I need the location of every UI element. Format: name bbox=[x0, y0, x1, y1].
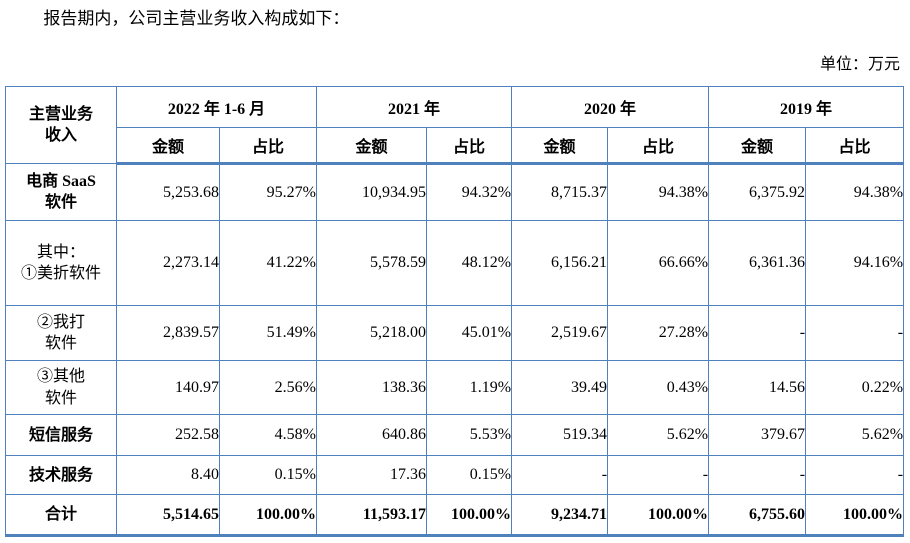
amount-header: 金额 bbox=[316, 127, 427, 166]
table-header-metrics-row: 金额 占比 金额 占比 金额 占比 金额 占比 bbox=[6, 127, 905, 166]
ratio-cell: 66.66% bbox=[607, 220, 710, 307]
intro-text: 报告期内，公司主营业务收入构成如下： bbox=[43, 9, 350, 28]
amount-cell: 5,218.00 bbox=[316, 305, 427, 362]
ratio-cell: 2.56% bbox=[219, 360, 317, 416]
amount-cell: 519.34 bbox=[511, 414, 609, 457]
row-label: 电商 SaaS 软件 bbox=[5, 163, 117, 222]
ratio-cell: 45.01% bbox=[425, 305, 513, 362]
amount-cell: 252.58 bbox=[116, 414, 220, 457]
ratio-cell: - bbox=[805, 305, 905, 362]
amount-cell: 10,934.95 bbox=[316, 163, 427, 222]
amount-cell: 9,234.71 bbox=[511, 494, 609, 538]
row-label: ③其他 软件 bbox=[5, 360, 117, 416]
ratio-cell: 1.19% bbox=[425, 360, 513, 416]
ratio-cell: 4.58% bbox=[219, 414, 317, 457]
amount-cell: 8,715.37 bbox=[511, 163, 609, 222]
amount-cell: 5,514.65 bbox=[116, 494, 220, 538]
table-header-years-row: 主营业务 收入 2022 年 1-6 月 2021 年 2020 年 2019 … bbox=[5, 86, 905, 165]
amount-header: 金额 bbox=[511, 127, 609, 166]
ratio-cell: 5.53% bbox=[425, 414, 513, 457]
ratio-cell: 100.00% bbox=[425, 494, 513, 538]
amount-cell: 8.40 bbox=[116, 455, 220, 496]
ratio-header: 占比 bbox=[219, 127, 317, 166]
row-label: 其中： ①美折软件 bbox=[5, 220, 117, 307]
ratio-cell: 100.00% bbox=[219, 494, 317, 538]
amount-cell: - bbox=[708, 455, 807, 496]
row-label: 合计 bbox=[5, 494, 117, 538]
ratio-cell: 94.16% bbox=[805, 220, 905, 307]
ratio-cell: 100.00% bbox=[805, 494, 905, 538]
table-row-other-software: ③其他 软件 140.97 2.56% 138.36 1.19% 39.49 0… bbox=[5, 360, 905, 416]
ratio-cell: 0.43% bbox=[607, 360, 710, 416]
table-row-total: 合计 5,514.65 100.00% 11,593.17 100.00% 9,… bbox=[5, 494, 905, 538]
ratio-cell: 0.15% bbox=[425, 455, 513, 496]
ratio-header: 占比 bbox=[805, 127, 905, 166]
unit-label: 单位：万元 bbox=[819, 56, 900, 74]
year-header-2022: 2022 年 1-6 月 bbox=[116, 86, 317, 129]
ratio-header: 占比 bbox=[607, 127, 710, 166]
amount-cell: 2,273.14 bbox=[116, 220, 220, 307]
year-header-2020: 2020 年 bbox=[511, 86, 710, 129]
amount-header: 金额 bbox=[708, 127, 807, 166]
amount-cell: 11,593.17 bbox=[316, 494, 427, 538]
ratio-cell: 41.22% bbox=[219, 220, 317, 307]
ratio-cell: 94.32% bbox=[425, 163, 513, 222]
ratio-cell: 5.62% bbox=[607, 414, 710, 457]
amount-cell: 14.56 bbox=[708, 360, 807, 416]
ratio-cell: 94.38% bbox=[805, 163, 905, 222]
amount-cell: 6,375.92 bbox=[708, 163, 807, 222]
ratio-cell: - bbox=[607, 455, 710, 496]
amount-cell: 138.36 bbox=[316, 360, 427, 416]
year-header-2019: 2019 年 bbox=[708, 86, 905, 129]
amount-cell: 379.67 bbox=[708, 414, 807, 457]
table-row-sms-service: 短信服务 252.58 4.58% 640.86 5.53% 519.34 5.… bbox=[5, 414, 905, 457]
corner-header: 主营业务 收入 bbox=[5, 86, 117, 165]
amount-cell: 2,839.57 bbox=[116, 305, 220, 362]
ratio-header: 占比 bbox=[425, 127, 513, 166]
year-header-2021: 2021 年 bbox=[315, 86, 513, 129]
table-row-ecommerce-saas: 电商 SaaS 软件 5,253.68 95.27% 10,934.95 94.… bbox=[5, 163, 905, 222]
row-label: 技术服务 bbox=[5, 455, 117, 496]
amount-cell: 2,519.67 bbox=[511, 305, 609, 362]
table-row-meizhe-software: 其中： ①美折软件 2,273.14 41.22% 5,578.59 48.12… bbox=[5, 220, 905, 307]
table-row-tech-service: 技术服务 8.40 0.15% 17.36 0.15% - - - - bbox=[5, 455, 905, 496]
ratio-cell: 51.49% bbox=[219, 305, 317, 362]
ratio-cell: 0.22% bbox=[805, 360, 905, 416]
amount-cell: 6,156.21 bbox=[511, 220, 609, 307]
amount-cell: 6,361.36 bbox=[708, 220, 807, 307]
amount-cell: 640.86 bbox=[316, 414, 427, 457]
revenue-composition-table: 主营业务 收入 2022 年 1-6 月 2021 年 2020 年 2019 … bbox=[5, 86, 905, 538]
amount-cell: 5,253.68 bbox=[116, 163, 220, 222]
ratio-cell: 27.28% bbox=[607, 305, 710, 362]
ratio-cell: 94.38% bbox=[607, 163, 710, 222]
ratio-cell: 0.15% bbox=[219, 455, 317, 496]
amount-cell: 39.49 bbox=[511, 360, 609, 416]
amount-cell: 140.97 bbox=[116, 360, 220, 416]
table-row-woda-software: ②我打 软件 2,839.57 51.49% 5,218.00 45.01% 2… bbox=[5, 305, 905, 362]
amount-cell: 6,755.60 bbox=[708, 494, 807, 538]
amount-header: 金额 bbox=[116, 127, 220, 166]
ratio-cell: - bbox=[805, 455, 905, 496]
ratio-cell: 100.00% bbox=[607, 494, 710, 538]
amount-cell: 5,578.59 bbox=[316, 220, 427, 307]
ratio-cell: 5.62% bbox=[805, 414, 905, 457]
amount-cell: - bbox=[511, 455, 609, 496]
amount-cell: - bbox=[708, 305, 807, 362]
row-label: ②我打 软件 bbox=[5, 305, 117, 362]
amount-cell: 17.36 bbox=[316, 455, 427, 496]
ratio-cell: 95.27% bbox=[219, 163, 317, 222]
ratio-cell: 48.12% bbox=[425, 220, 513, 307]
row-label: 短信服务 bbox=[5, 414, 117, 457]
